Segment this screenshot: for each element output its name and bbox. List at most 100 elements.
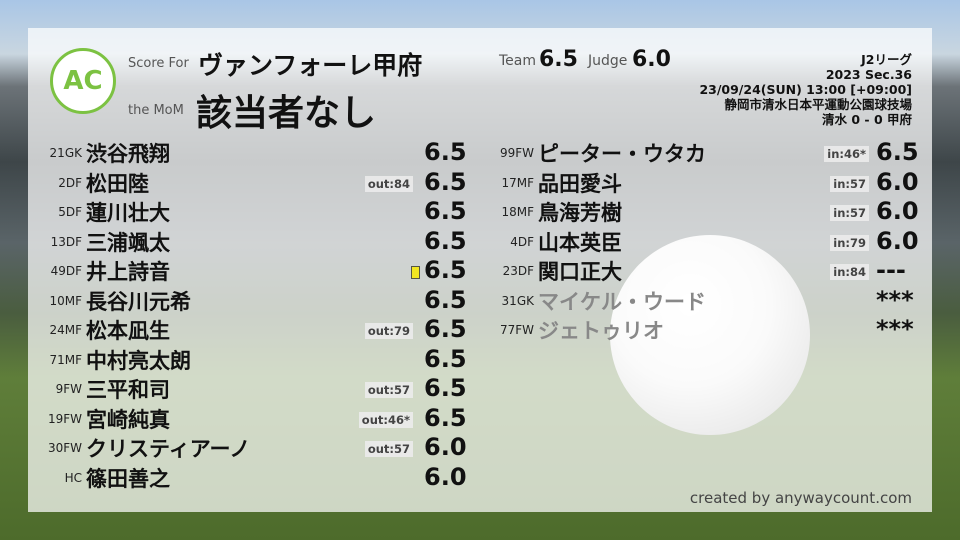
anywaycount-logo: AC [50, 48, 116, 114]
player-position: 23DF [502, 264, 534, 278]
player-name: 鳥海芳樹 [538, 201, 622, 225]
player-position: 19FW [47, 411, 82, 426]
player-name: 松田陸 [86, 171, 149, 196]
player-name: 松本凪生 [86, 319, 170, 343]
score-panel [28, 28, 932, 512]
sub-time-tag: out:57 [364, 441, 413, 457]
player-row: 21GK 渋谷飛翔 [28, 139, 170, 167]
player-score: 6.0 [424, 433, 467, 461]
sub-time-tag: out:79 [364, 323, 413, 339]
score-for-label: Score For [128, 56, 189, 71]
player-position: 99FW [499, 146, 534, 160]
player-row: 4DF 山本英臣 [480, 228, 622, 256]
sub-time-tag: out:46* [358, 411, 413, 428]
player-row: 13DF 三浦颯太 [28, 228, 170, 256]
player-name: 井上詩音 [86, 260, 170, 284]
player-score: *** [876, 315, 914, 343]
team-score: 6.5 [539, 47, 578, 72]
player-name: 長谷川元希 [86, 289, 191, 314]
mom-value: 該当者なし [196, 93, 377, 134]
player-position: 4DF [510, 234, 534, 249]
player-row: 10MF 長谷川元希 [28, 287, 191, 315]
player-position: 10MF [49, 293, 82, 308]
player-position: 30FW [47, 441, 82, 455]
player-score: 6.5 [424, 344, 467, 373]
player-score: 6.5 [424, 197, 467, 225]
credit: created by anywaycount.com [689, 489, 912, 507]
venue: 静岡市清水日本平運動公園球技場 [724, 97, 912, 112]
player-position: 77FW [499, 323, 534, 337]
player-row: 71MF 中村亮太朗 [28, 346, 191, 374]
player-position: 13DF [50, 234, 82, 249]
player-position: HC [64, 470, 82, 485]
player-name: 三平和司 [86, 378, 170, 402]
player-score: 6.5 [424, 138, 467, 166]
league: J2リーグ [861, 52, 912, 67]
player-score: 6.5 [424, 374, 467, 402]
mom-label: the MoM [128, 103, 184, 118]
datetime: 23/09/24(SUN) 13:00 [+09:00] [699, 82, 912, 97]
player-row: 77FW ジェトゥリオ [480, 316, 664, 344]
player-score: *** [876, 285, 914, 314]
player-score: 6.5 [424, 315, 467, 343]
player-name: 山本英臣 [538, 230, 622, 255]
player-row: 24MF 松本凪生 [28, 316, 170, 344]
player-name: 篠田善之 [86, 466, 170, 491]
player-row: 5DF 蓮川壮大 [28, 198, 170, 226]
judge-label: Judge [588, 53, 628, 69]
player-position: 2DF [58, 175, 82, 190]
player-score: 6.0 [876, 226, 919, 255]
player-position: 5DF [58, 205, 82, 219]
player-position: 17MF [501, 175, 534, 190]
result: 清水 0 - 0 甲府 [822, 112, 912, 127]
sub-time-tag: in:79 [830, 234, 869, 251]
player-position: 18MF [501, 205, 534, 219]
player-score: 6.5 [424, 167, 467, 196]
player-name: 宮崎純真 [86, 407, 170, 432]
player-row: 18MF 鳥海芳樹 [480, 198, 622, 226]
player-row: 9FW 三平和司 [28, 375, 170, 403]
player-name: 蓮川壮大 [86, 201, 170, 225]
player-score: --- [876, 256, 906, 284]
player-name: ピーター・ウタカ [538, 142, 706, 166]
player-name: クリスティアーノ [86, 437, 251, 461]
player-score: 6.0 [876, 167, 919, 196]
player-position: 31GK [501, 293, 534, 308]
section: 2023 Sec.36 [825, 67, 912, 82]
sub-time-tag: in:57 [830, 205, 869, 221]
sub-time-tag: out:84 [364, 175, 413, 192]
player-name: 関口正大 [538, 260, 622, 284]
player-row: 2DF 松田陸 [28, 169, 149, 197]
player-row: HC 篠田善之 [28, 464, 170, 492]
player-row: 31GK マイケル・ウード [480, 287, 706, 315]
player-name: 中村亮太朗 [86, 348, 191, 373]
player-row: 49DF 井上詩音 [28, 257, 170, 285]
player-position: 21GK [49, 146, 82, 160]
player-score: 6.5 [424, 256, 467, 284]
yellow-card-icon [411, 266, 420, 279]
judge-score: 6.0 [632, 47, 671, 72]
player-score: 6.0 [424, 462, 467, 491]
team-label: Team [499, 53, 537, 69]
player-row: 17MF 品田愛斗 [480, 169, 622, 197]
player-score: 6.5 [424, 285, 467, 314]
player-position: 9FW [55, 382, 82, 396]
team-name: ヴァンフォーレ甲府 [198, 51, 423, 80]
player-name: 品田愛斗 [538, 171, 622, 196]
player-position: 49DF [50, 264, 82, 278]
player-position: 24MF [49, 323, 82, 337]
match-info: J2リーグ 2023 Sec.36 23/09/24(SUN) 13:00 [+… [699, 52, 912, 127]
player-name: 三浦颯太 [86, 230, 170, 255]
player-name: マイケル・ウード [538, 289, 706, 314]
player-row: 19FW 宮崎純真 [28, 405, 170, 433]
player-row: 99FW ピーター・ウタカ [480, 139, 706, 167]
player-score: 6.0 [876, 197, 919, 225]
sub-time-tag: in:57 [830, 175, 869, 192]
player-row: 30FW クリスティアーノ [28, 434, 250, 462]
sub-time-tag: in:84 [830, 264, 869, 280]
player-score: 6.5 [876, 138, 919, 166]
player-name: ジェトゥリオ [538, 319, 664, 343]
player-row: 23DF 関口正大 [480, 257, 622, 285]
player-score: 6.5 [424, 226, 467, 255]
player-name: 渋谷飛翔 [86, 142, 170, 166]
